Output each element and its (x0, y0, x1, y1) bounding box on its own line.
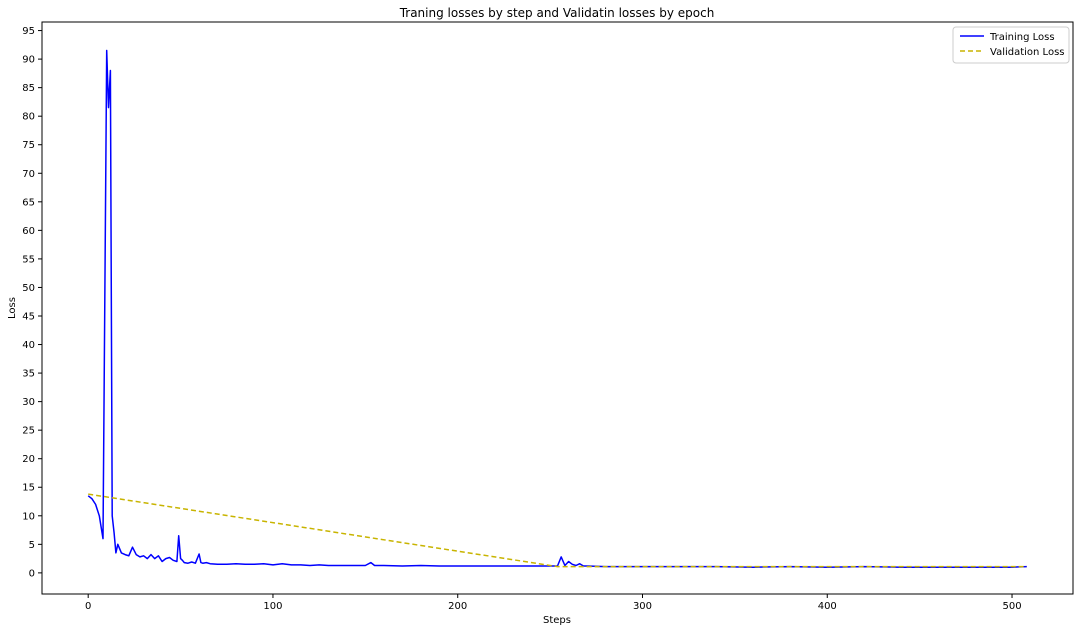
y-tick-label: 20 (22, 454, 35, 465)
y-axis: 0 5 10 15 20 25 30 35 40 45 50 55 60 65 70 75 80 85 90 95 (22, 26, 42, 579)
y-tick-label: 85 (22, 83, 35, 94)
y-tick-label: 35 (22, 369, 35, 380)
x-tick-label: 100 (263, 601, 282, 612)
chart-title: Traning losses by step and Validatin los… (399, 6, 715, 20)
y-tick-label: 25 (22, 426, 35, 437)
y-tick-label: 40 (22, 340, 35, 351)
x-tick-label: 300 (633, 601, 652, 612)
y-tick-label: 50 (22, 283, 35, 294)
plot-area (41, 21, 1074, 595)
legend-label-validation-loss: Validation Loss (990, 47, 1065, 58)
y-tick-label: 60 (22, 226, 35, 237)
y-tick-label: 10 (22, 511, 35, 522)
x-axis: 0 100 200 300 400 500 (85, 594, 1022, 612)
x-tick-label: 400 (818, 601, 837, 612)
y-tick-label: 15 (22, 483, 35, 494)
x-tick-label: 200 (448, 601, 467, 612)
y-tick-label: 45 (22, 311, 35, 322)
y-tick-label: 95 (22, 26, 35, 37)
y-tick-label: 65 (22, 197, 35, 208)
y-tick-label: 0 (29, 568, 35, 579)
plot-frame (41, 21, 1074, 595)
y-tick-label: 55 (22, 254, 35, 265)
series-layer (87, 49, 1027, 568)
x-tick-label: 0 (85, 601, 91, 612)
legend-label-training-loss: Training Loss (989, 32, 1055, 43)
y-tick-label: 5 (29, 540, 35, 551)
y-axis-label: Loss (7, 297, 18, 319)
legend: Training Loss Validation Loss (952, 26, 1070, 64)
y-tick-label: 30 (22, 397, 35, 408)
series-line-training-loss (87, 49, 1027, 568)
x-axis-label: Steps (543, 615, 571, 626)
y-tick-label: 90 (22, 55, 35, 66)
y-tick-label: 80 (22, 112, 35, 123)
y-tick-label: 75 (22, 140, 35, 151)
y-tick-label: 70 (22, 169, 35, 180)
x-tick-label: 500 (1002, 601, 1021, 612)
series-line-validation-loss (88, 493, 1027, 568)
